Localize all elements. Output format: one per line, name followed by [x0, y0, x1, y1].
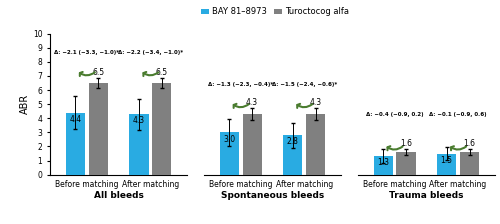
Y-axis label: ABR: ABR [20, 94, 30, 114]
Text: 3.0: 3.0 [223, 134, 235, 144]
X-axis label: All bleeds: All bleeds [94, 191, 144, 200]
Text: Δ: −2.1 (−3.3, −1.0)*: Δ: −2.1 (−3.3, −1.0)* [54, 50, 120, 55]
Bar [374, 156, 392, 175]
Bar [437, 154, 456, 175]
Bar [130, 114, 148, 175]
Text: 6.5: 6.5 [92, 67, 104, 77]
X-axis label: Trauma bleeds: Trauma bleeds [389, 191, 464, 200]
Bar [396, 152, 415, 175]
X-axis label: Spontaneous bleeds: Spontaneous bleeds [221, 191, 324, 200]
Bar [242, 114, 262, 175]
Text: Δ: −1.3 (−2.3, −0.4)*: Δ: −1.3 (−2.3, −0.4)* [208, 82, 274, 87]
Text: 1.3: 1.3 [377, 159, 389, 168]
Text: 1.5: 1.5 [440, 156, 452, 165]
Text: 4.3: 4.3 [246, 98, 258, 107]
Text: 1.6: 1.6 [464, 139, 475, 148]
Bar [152, 83, 172, 175]
Bar [306, 114, 326, 175]
Text: Δ: −2.2 (−3.4, −1.0)*: Δ: −2.2 (−3.4, −1.0)* [118, 50, 183, 55]
Text: 4.4: 4.4 [70, 115, 82, 124]
Legend: BAY 81–8973, Turoctocog alfa: BAY 81–8973, Turoctocog alfa [197, 4, 353, 20]
Bar [220, 132, 239, 175]
Text: Δ: −1.5 (−2.4, −0.6)*: Δ: −1.5 (−2.4, −0.6)* [272, 82, 337, 87]
Text: 6.5: 6.5 [156, 67, 168, 77]
Bar [460, 152, 479, 175]
Bar [66, 113, 85, 175]
Text: 4.3: 4.3 [310, 98, 322, 107]
Text: Δ: −0.1 (−0.9, 0.6): Δ: −0.1 (−0.9, 0.6) [430, 112, 487, 117]
Text: Δ: −0.4 (−0.9, 0.2): Δ: −0.4 (−0.9, 0.2) [366, 112, 424, 117]
Bar [284, 135, 302, 175]
Text: 4.3: 4.3 [133, 116, 145, 125]
Text: 2.8: 2.8 [287, 137, 299, 146]
Bar [89, 83, 108, 175]
Text: 1.6: 1.6 [400, 139, 412, 148]
